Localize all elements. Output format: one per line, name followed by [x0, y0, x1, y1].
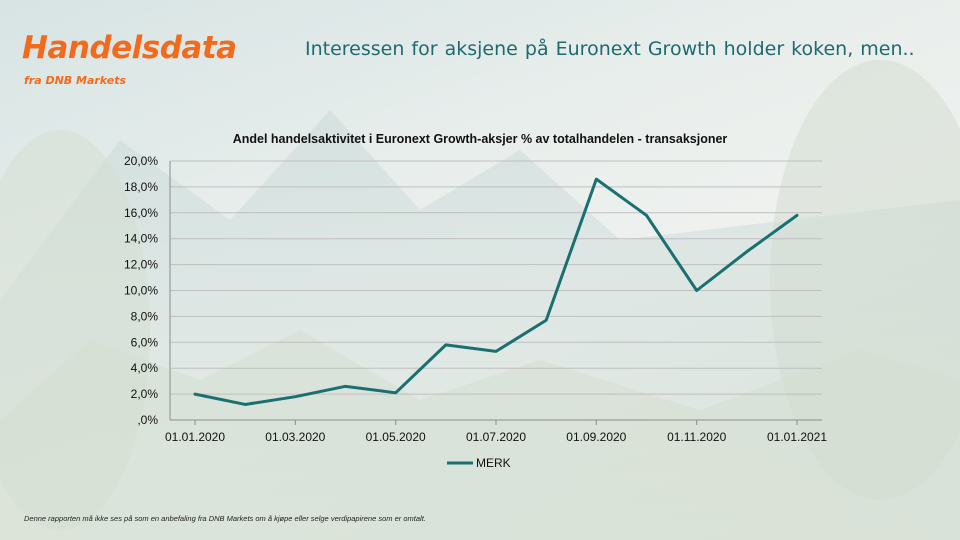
series-line-merk — [193, 177, 799, 406]
y-tick-label: 2,0% — [131, 387, 159, 401]
brand-subtitle: fra DNB Markets — [24, 74, 126, 87]
y-tick-label: 6,0% — [131, 335, 159, 349]
x-tick-label: 01.01.2020 — [165, 430, 225, 444]
y-tick-label: 10,0% — [124, 284, 158, 298]
y-tick-label: 12,0% — [124, 258, 158, 272]
x-tick-label: 01.03.2020 — [265, 430, 325, 444]
x-tick-label: 01.11.2020 — [667, 430, 726, 444]
y-tick-label: 18,0% — [124, 180, 158, 194]
disclaimer-text: Denne rapporten må ikke ses på som en an… — [24, 514, 426, 523]
x-tick-label: 01.05.2020 — [366, 430, 426, 444]
y-tick-label: 14,0% — [124, 232, 158, 246]
x-tick-label: 01.01.2021 — [767, 430, 827, 444]
x-tick-label: 01.09.2020 — [566, 430, 626, 444]
x-tick-label: 01.07.2020 — [466, 430, 526, 444]
page-headline: Interessen for aksjene på Euronext Growt… — [305, 38, 915, 60]
y-tick-label: 8,0% — [131, 309, 159, 323]
y-tick-label: 4,0% — [131, 361, 159, 375]
y-tick-label: 20,0% — [124, 154, 158, 168]
brand-logo-text: Handelsdata — [22, 30, 237, 66]
chart-title: Andel handelsaktivitet i Euronext Growth… — [232, 132, 728, 146]
legend-label: MERK — [476, 456, 511, 470]
y-tick-label: 16,0% — [124, 206, 158, 220]
y-tick-label: ,0% — [137, 413, 158, 427]
